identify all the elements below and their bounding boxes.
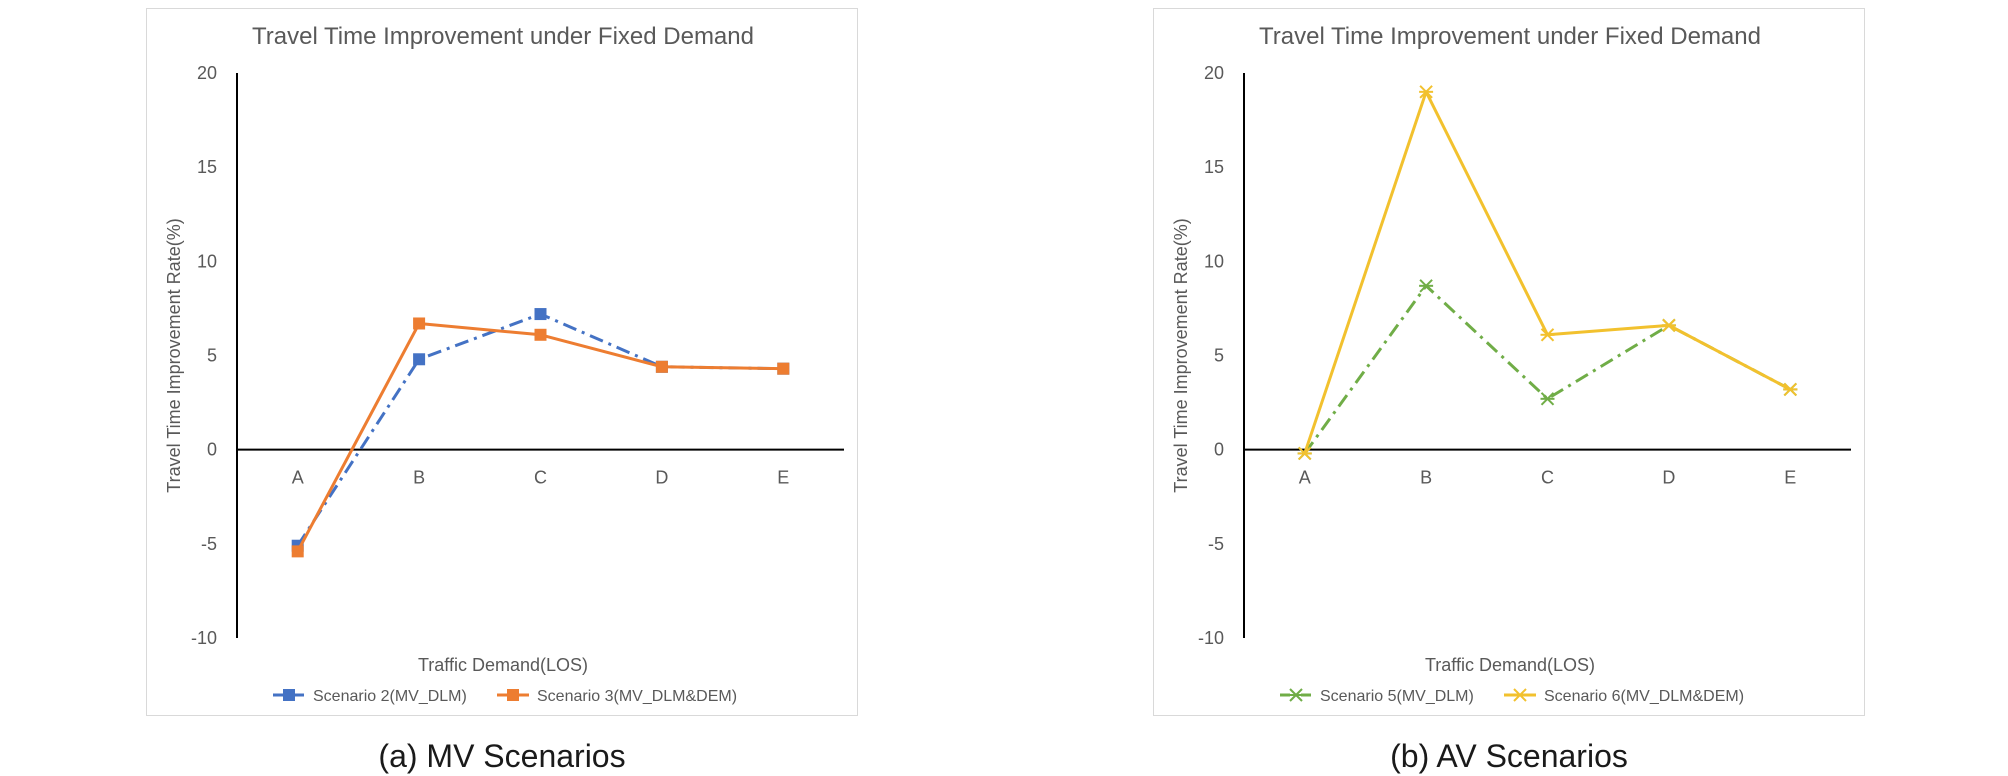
chart-mv-series-2-point	[413, 317, 426, 330]
chart-av-ytick-label: 10	[1204, 251, 1224, 271]
chart-av-ytick-label: -5	[1208, 534, 1224, 554]
chart-mv-ytick-label: 0	[207, 440, 217, 460]
chart-mv-series-1-line	[296, 312, 784, 547]
chart-av-xtick-label: A	[1299, 468, 1311, 488]
chart-mv-xlabel: Traffic Demand(LOS)	[418, 655, 588, 675]
chart-av-xtick-label: E	[1784, 468, 1796, 488]
chart-av-legend-label: Scenario 6(MV_DLM&DEM)	[1544, 688, 1744, 705]
chart-mv-xtick-label: C	[534, 468, 547, 488]
chart-mv-ytick-label: 20	[197, 63, 217, 83]
chart-mv-ytick-label: -5	[201, 534, 217, 554]
chart-av-ytick-label: 20	[1204, 63, 1224, 83]
chart-mv-series-2-line	[296, 321, 784, 553]
chart-mv-series-2	[291, 317, 790, 558]
chart-av-series-1-line	[1303, 284, 1791, 455]
chart-mv-legend-swatch-marker	[283, 689, 295, 701]
chart-av-legend-item-1: Scenario 5(MV_DLM)	[1280, 688, 1474, 705]
chart-av-series-2-point	[1661, 318, 1676, 333]
chart-av-series-2	[1297, 85, 1798, 461]
chart-mv-title: Travel Time Improvement under Fixed Dema…	[252, 23, 754, 50]
chart-mv-xtick-label: E	[777, 468, 789, 488]
chart-mv-legend-label: Scenario 3(MV_DLM&DEM)	[537, 688, 737, 705]
caption-av: (b) AV Scenarios	[1390, 738, 1628, 774]
chart-av-ytick-label: -10	[1198, 628, 1224, 648]
chart-mv-series-2-point	[534, 328, 547, 341]
chart-av-legend-label: Scenario 5(MV_DLM)	[1320, 688, 1474, 705]
chart-mv-series-1-point	[534, 308, 547, 321]
chart-av-xlabel: Traffic Demand(LOS)	[1425, 655, 1595, 675]
chart-mv-xtick-label: A	[292, 468, 304, 488]
caption-mv: (a) MV Scenarios	[378, 738, 626, 774]
chart-av-series-1-point	[1419, 279, 1434, 293]
chart-mv-ytick-label: 5	[207, 346, 217, 366]
chart-mv-series-2-point	[291, 545, 304, 558]
chart-mv-series-2-point	[777, 362, 790, 375]
chart-av-xtick-label: B	[1420, 468, 1432, 488]
chart-av-ytick-label: 5	[1214, 346, 1224, 366]
chart-mv-ytick-label: -10	[191, 628, 217, 648]
chart-mv-legend-label: Scenario 2(MV_DLM)	[313, 688, 467, 705]
chart-mv-xtick-label: B	[413, 468, 425, 488]
chart-mv-xtick-label: D	[655, 468, 668, 488]
chart-panel-av: Travel Time Improvement under Fixed Dema…	[1153, 8, 1865, 716]
chart-av-xtick-label: D	[1662, 468, 1675, 488]
chart-av-title: Travel Time Improvement under Fixed Dema…	[1259, 23, 1761, 50]
chart-mv-series-2-point	[655, 360, 668, 373]
chart-mv-ytick-label: 10	[197, 251, 217, 271]
chart-av-series-2-point	[1783, 382, 1798, 397]
chart-av-xtick-label: C	[1541, 468, 1554, 488]
chart-av-ytick-label: 15	[1204, 157, 1224, 177]
chart-av-series-1-point	[1540, 392, 1555, 406]
chart-av-series-2-point	[1297, 446, 1312, 461]
chart-panel-mv: Travel Time Improvement under Fixed Dema…	[146, 8, 858, 716]
chart-av-legend-swatch-marker	[1513, 688, 1527, 702]
chart-mv-ytick-label: 15	[197, 157, 217, 177]
chart-mv-series-1	[291, 308, 790, 552]
chart-av-ytick-label: 0	[1214, 440, 1224, 460]
chart-av-series-2-point	[1419, 85, 1434, 99]
chart-av-ylabel: Travel Time Improvement Rate(%)	[1171, 218, 1191, 492]
chart-mv-legend-swatch-marker	[507, 689, 519, 701]
chart-mv: Travel Time Improvement under Fixed Dema…	[164, 23, 844, 705]
chart-av-series-2-point	[1540, 328, 1555, 342]
chart-av-legend-item-2: Scenario 6(MV_DLM&DEM)	[1504, 688, 1744, 705]
chart-mv-ylabel: Travel Time Improvement Rate(%)	[164, 218, 184, 492]
chart-mv-legend-item-1: Scenario 2(MV_DLM)	[273, 688, 467, 705]
chart-av-series-1	[1297, 279, 1798, 461]
chart-mv-legend-item-2: Scenario 3(MV_DLM&DEM)	[497, 688, 737, 705]
chart-av: Travel Time Improvement under Fixed Dema…	[1171, 23, 1851, 705]
chart-mv-series-1-point	[413, 353, 426, 366]
chart-av-legend-swatch-marker	[1289, 688, 1303, 702]
